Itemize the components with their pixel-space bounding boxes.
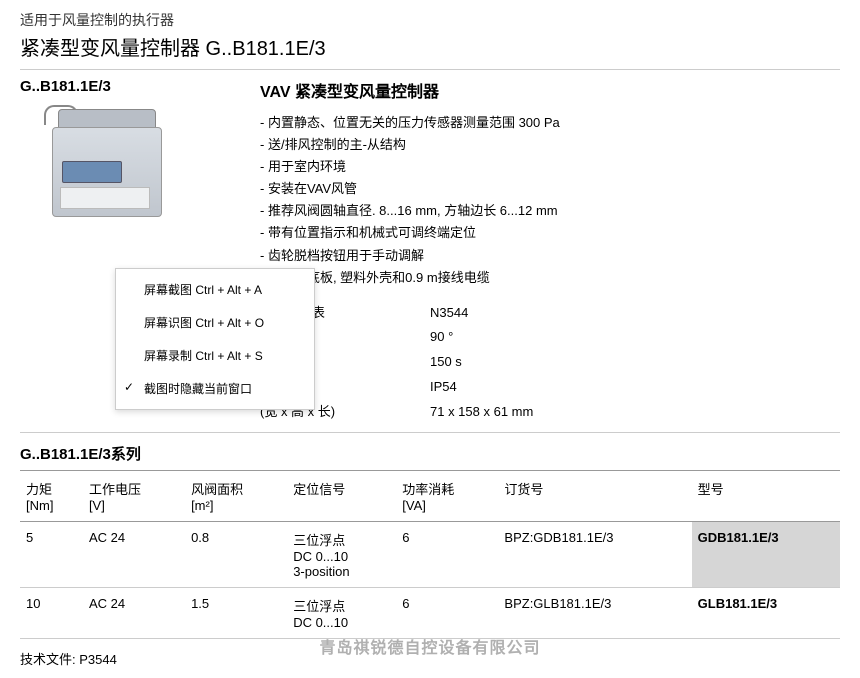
model-header: G..B181.1E/3 — [20, 78, 240, 95]
feature-item: 推荐风阀圆轴直径. 8...16 mm, 方轴边长 6...12 mm — [260, 200, 840, 222]
table-cell: 6 — [396, 522, 498, 588]
spec-value: 90 ° — [430, 325, 840, 350]
context-menu: 屏幕截图 Ctrl + Alt + A屏幕识图 Ctrl + Alt + O屏幕… — [115, 268, 315, 410]
product-subtitle: VAV 紧凑型变风量控制器 — [260, 78, 840, 102]
footer-doc: 技术文件: P3544 — [20, 649, 840, 668]
menu-item[interactable]: 截图时隐藏当前窗口 — [116, 372, 314, 405]
feature-item: 安装在VAV风管 — [260, 178, 840, 200]
table-row[interactable]: 10AC 241.5三位浮点DC 0...106BPZ:GLB181.1E/3G… — [20, 588, 840, 639]
feature-item: 用于室内环境 — [260, 156, 840, 178]
divider — [20, 432, 840, 433]
table-header: 功率消耗[VA] — [396, 471, 498, 522]
table-header: 定位信号 — [287, 471, 396, 522]
series-header: G..B181.1E/3系列 — [20, 443, 840, 464]
table-cell: 0.8 — [185, 522, 287, 588]
spec-datasheet-value: N3544 — [430, 301, 840, 326]
table-cell: 6 — [396, 588, 498, 639]
table-cell: 三位浮点DC 0...103-position — [287, 522, 396, 588]
feature-item: 带有位置指示和机械式可调终端定位 — [260, 222, 840, 244]
product-image — [30, 105, 190, 245]
spec-value: 150 s — [430, 350, 840, 375]
menu-item[interactable]: 屏幕识图 Ctrl + Alt + O — [116, 306, 314, 339]
spec-value: 71 x 158 x 61 mm — [430, 400, 840, 425]
feature-item: 带金属底板, 塑料外壳和0.9 m接线电缆 — [260, 267, 840, 289]
series-table: 力矩[Nm]工作电压[V]风阀面积[m²]定位信号功率消耗[VA]订货号型号 5… — [20, 470, 840, 639]
table-cell: GLB181.1E/3 — [692, 588, 840, 639]
spec-value: IP54 — [430, 375, 840, 400]
table-cell: 1.5 — [185, 588, 287, 639]
table-header: 工作电压[V] — [83, 471, 185, 522]
feature-item: 内置静态、位置无关的压力传感器测量范围 300 Pa — [260, 112, 840, 134]
table-cell: 10 — [20, 588, 83, 639]
table-header: 订货号 — [498, 471, 691, 522]
table-header: 力矩[Nm] — [20, 471, 83, 522]
menu-item[interactable]: 屏幕截图 Ctrl + Alt + A — [116, 273, 314, 306]
feature-list: 内置静态、位置无关的压力传感器测量范围 300 Pa送/排风控制的主-从结构用于… — [260, 112, 840, 289]
table-row[interactable]: 5AC 240.8三位浮点DC 0...103-position6BPZ:GDB… — [20, 522, 840, 588]
table-header: 型号 — [692, 471, 840, 522]
table-cell: 5 — [20, 522, 83, 588]
breadcrumb: 适用于风量控制的执行器 — [20, 10, 840, 30]
page-title: 紧凑型变风量控制器 G..B181.1E/3 — [20, 32, 840, 61]
table-cell: AC 24 — [83, 588, 185, 639]
table-cell: BPZ:GDB181.1E/3 — [498, 522, 691, 588]
menu-item[interactable]: 屏幕录制 Ctrl + Alt + S — [116, 339, 314, 372]
table-cell: GDB181.1E/3 — [692, 522, 840, 588]
feature-item: 送/排风控制的主-从结构 — [260, 134, 840, 156]
feature-item: 齿轮脱档按钮用于手动调解 — [260, 245, 840, 267]
divider — [20, 69, 840, 70]
table-header: 风阀面积[m²] — [185, 471, 287, 522]
table-cell: 三位浮点DC 0...10 — [287, 588, 396, 639]
table-cell: BPZ:GLB181.1E/3 — [498, 588, 691, 639]
table-cell: AC 24 — [83, 522, 185, 588]
